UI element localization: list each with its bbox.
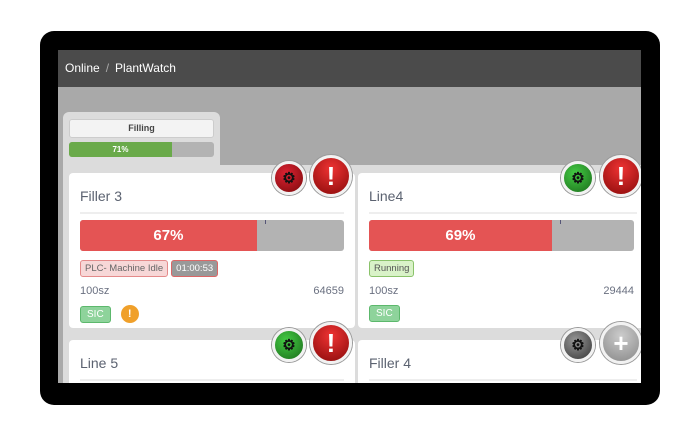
count-value: 29444 [603, 285, 634, 297]
tab-progress-bar: 71% [69, 142, 214, 157]
size-label: 100sz [80, 285, 110, 297]
divider [369, 212, 637, 214]
machine-card-line-5[interactable]: Line 5 [69, 340, 355, 383]
timer-badge: 01:00:53 [171, 260, 219, 277]
gears-icon[interactable]: ⚙ [561, 161, 595, 195]
target-marker [264, 220, 266, 224]
progress-fill: 67% [80, 220, 257, 251]
progress-bar: 69% [369, 220, 634, 251]
breadcrumb: Online / PlantWatch [58, 50, 641, 87]
alert-icon[interactable]: ! [310, 322, 352, 364]
machine-card-filler-4[interactable]: Filler 4 [358, 340, 641, 383]
status-badge: Running [369, 260, 415, 277]
tab-filling-label[interactable]: Filling [69, 119, 214, 138]
sic-tag[interactable]: SIC [369, 305, 400, 322]
tab-filling[interactable]: Filling 71% [63, 112, 220, 172]
machine-card-filler-3[interactable]: Filler 3 67% PLC- Machine Idle 01:00:53 … [69, 173, 355, 328]
add-icon[interactable]: + [600, 322, 641, 364]
machine-card-line4[interactable]: Line4 69% Running 100sz 29444 SIC [358, 173, 641, 328]
screen: Online / PlantWatch Filling 71% Filler 3… [58, 50, 641, 383]
target-marker [559, 220, 561, 224]
alert-icon[interactable]: ! [600, 155, 641, 197]
card-title: Line4 [369, 188, 404, 204]
divider [369, 379, 637, 381]
card-title: Line 5 [80, 355, 119, 371]
sic-tag[interactable]: SIC [80, 305, 111, 323]
size-label: 100sz [369, 285, 399, 297]
progress-fill: 69% [369, 220, 552, 251]
card-title: Filler 3 [80, 188, 123, 204]
progress-bar: 67% [80, 220, 344, 251]
count-value: 64659 [313, 285, 344, 297]
breadcrumb-plantwatch[interactable]: PlantWatch [115, 61, 176, 75]
divider [80, 212, 344, 214]
gears-icon[interactable]: ⚙ [561, 328, 595, 362]
divider [80, 379, 344, 381]
gears-icon[interactable]: ⚙ [272, 161, 306, 195]
breadcrumb-separator: / [105, 61, 110, 75]
breadcrumb-online[interactable]: Online [65, 61, 100, 75]
tab-progress-fill: 71% [69, 142, 172, 157]
warning-icon[interactable]: ! [120, 305, 139, 323]
status-badge: PLC- Machine Idle [80, 260, 169, 277]
card-title: Filler 4 [369, 355, 412, 371]
gears-icon[interactable]: ⚙ [272, 328, 306, 362]
alert-icon[interactable]: ! [310, 155, 352, 197]
